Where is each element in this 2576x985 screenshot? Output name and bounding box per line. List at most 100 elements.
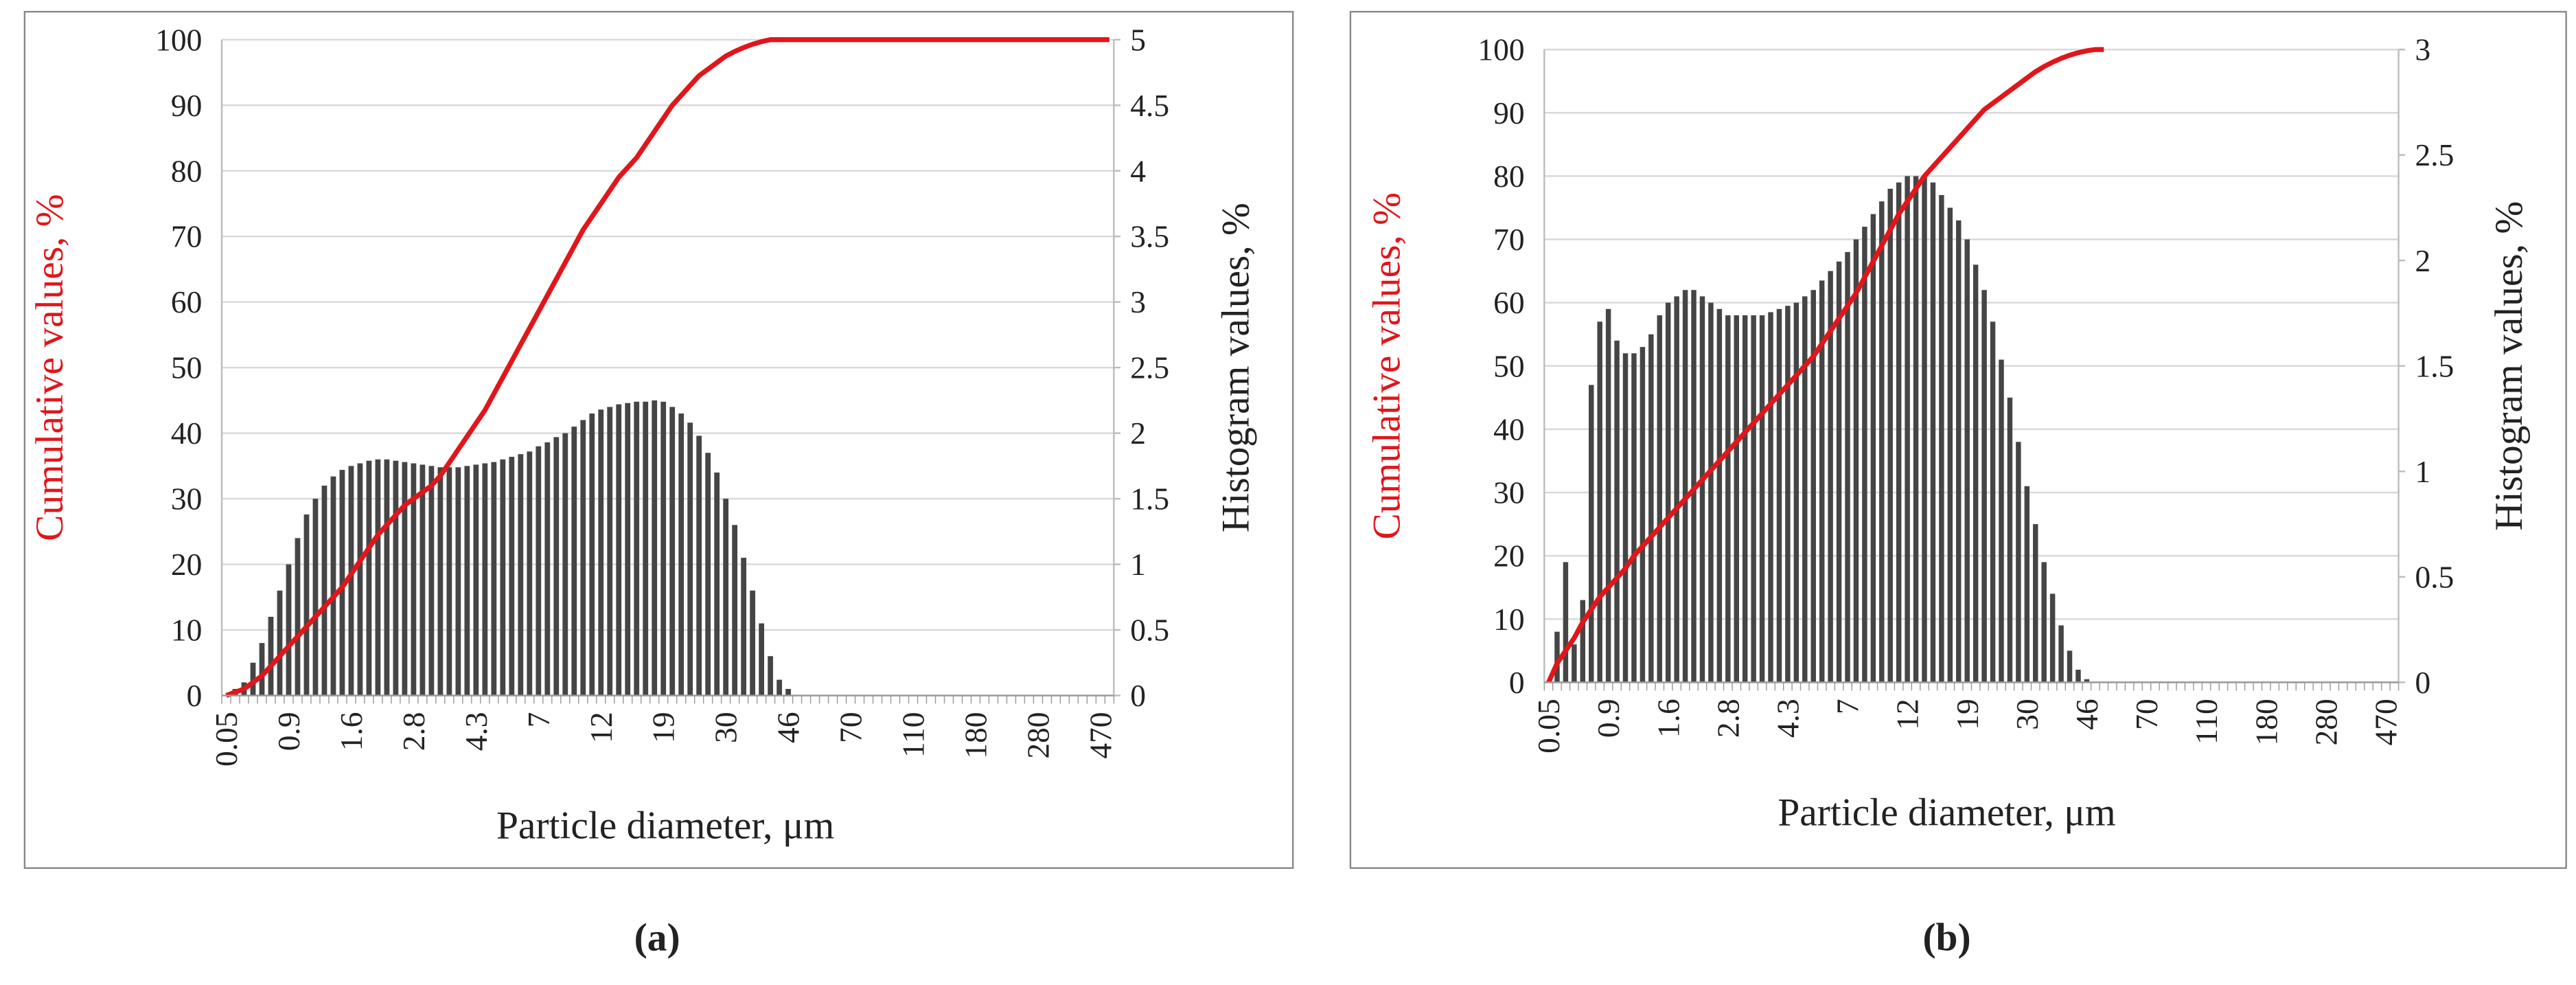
y2-tick-label: 1.5 xyxy=(2415,348,2454,383)
bar xyxy=(295,538,301,696)
bar xyxy=(2084,679,2090,683)
bar xyxy=(2016,442,2021,683)
y-tick-label: 0 xyxy=(1509,665,1525,700)
bar xyxy=(1554,631,1560,683)
bar xyxy=(589,413,595,696)
bar xyxy=(259,643,265,696)
bar xyxy=(768,656,774,696)
bar xyxy=(1580,600,1586,683)
bar xyxy=(2041,562,2047,683)
y-tick-label: 30 xyxy=(171,482,202,517)
x-tick-label: 280 xyxy=(1020,712,1055,758)
y2-tick-label: 1 xyxy=(1130,547,1146,582)
y-axis-title: Cumulative values, % xyxy=(28,194,71,541)
bar xyxy=(250,662,256,696)
bar xyxy=(687,422,693,696)
bar xyxy=(634,401,640,696)
x-tick-label: 0.9 xyxy=(271,712,306,751)
bar xyxy=(1716,308,1723,683)
x-tick-label: 30 xyxy=(2010,699,2045,729)
bar xyxy=(1657,315,1662,683)
bar xyxy=(598,409,604,696)
bar xyxy=(411,463,417,696)
bar xyxy=(330,476,336,696)
y2-tick-label: 0 xyxy=(2415,665,2431,700)
y2-tick-label: 0.5 xyxy=(2415,559,2454,594)
x-tick-label: 19 xyxy=(1950,699,1985,729)
bar xyxy=(777,679,783,696)
bar xyxy=(348,466,354,696)
bar xyxy=(2058,625,2064,683)
bar xyxy=(446,467,452,696)
bar xyxy=(580,420,586,696)
bar xyxy=(384,459,390,696)
y2-tick-label: 2.5 xyxy=(1130,350,1169,385)
x-tick-label: 12 xyxy=(1890,699,1925,729)
line xyxy=(225,37,1109,698)
bar xyxy=(1776,308,1782,683)
x-tick-label: 46 xyxy=(771,712,806,743)
x-axis-title: Particle diameter, μm xyxy=(1778,791,2115,835)
y-tick-label: 90 xyxy=(1493,95,1524,131)
bar xyxy=(1734,315,1739,683)
bar xyxy=(473,464,479,696)
bar xyxy=(1879,201,1885,683)
bar xyxy=(437,467,444,696)
y-tick-label: 80 xyxy=(171,153,202,188)
y-tick-label: 10 xyxy=(171,613,202,648)
y2-tick-label: 3 xyxy=(1130,284,1146,319)
bar xyxy=(723,499,729,696)
bar xyxy=(759,623,765,696)
bar xyxy=(1845,251,1850,683)
bar xyxy=(402,462,408,696)
bar xyxy=(366,460,372,696)
bar xyxy=(1939,195,1944,683)
bar xyxy=(1614,340,1620,683)
y2-tick-label: 4 xyxy=(1130,153,1146,188)
bar xyxy=(705,453,711,696)
y-tick-label: 80 xyxy=(1493,159,1524,194)
bar xyxy=(2067,650,2073,683)
y-tick-label: 30 xyxy=(1493,475,1524,510)
bar xyxy=(2075,669,2081,683)
bar xyxy=(1887,188,1893,683)
bar xyxy=(1981,290,1987,683)
bar xyxy=(1947,207,1953,683)
x-tick-label: 110 xyxy=(2189,699,2224,745)
bar xyxy=(1870,214,1876,683)
bar xyxy=(1588,385,1594,683)
bar xyxy=(518,454,524,696)
x-tick-label: 0.9 xyxy=(1591,699,1626,738)
x-tick-label: 180 xyxy=(958,712,993,758)
panel-frame xyxy=(23,10,1294,869)
x-tick-label: 12 xyxy=(584,712,619,743)
bar xyxy=(1964,239,1970,683)
bar xyxy=(732,525,738,696)
bar xyxy=(455,467,461,696)
bar xyxy=(1572,644,1577,683)
bar xyxy=(1810,290,1816,683)
y-tick-label: 0 xyxy=(187,678,203,713)
y2-tick-label: 3.5 xyxy=(1130,219,1169,254)
y-tick-label: 100 xyxy=(155,22,202,57)
bar xyxy=(544,442,551,696)
bar xyxy=(1563,562,1569,683)
y-tick-label: 40 xyxy=(1493,411,1524,446)
x-axis-title: Particle diameter, μm xyxy=(496,804,834,848)
bar xyxy=(1648,334,1654,683)
y-tick-label: 10 xyxy=(1493,602,1524,637)
x-tick-label: 70 xyxy=(2129,699,2164,729)
bar xyxy=(428,466,435,696)
bar xyxy=(1768,312,1773,683)
bar xyxy=(562,433,568,696)
bar xyxy=(277,590,283,696)
bar xyxy=(1725,315,1731,683)
y2-tick-label: 5 xyxy=(1130,22,1146,57)
y2-tick-label: 2 xyxy=(2415,243,2431,278)
bar xyxy=(652,400,658,696)
y2-axis-title: Histogram values, % xyxy=(1215,203,1258,532)
bar xyxy=(1836,261,1842,683)
x-tick-label: 7 xyxy=(521,712,556,727)
x-tick-label: 46 xyxy=(2069,699,2104,729)
y2-tick-label: 4.5 xyxy=(1130,88,1169,123)
